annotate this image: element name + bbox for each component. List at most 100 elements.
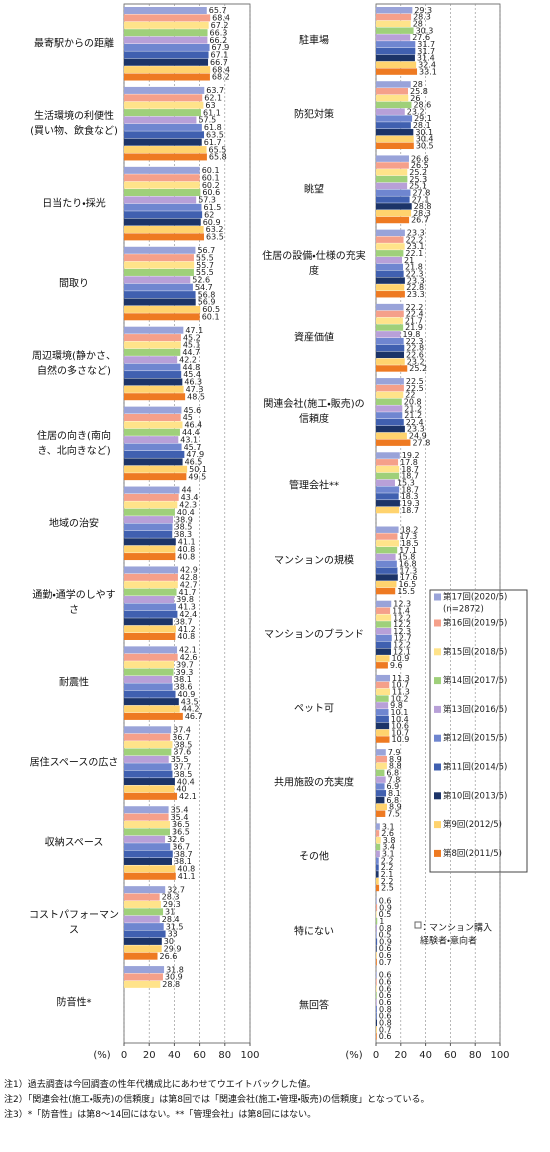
bar — [376, 823, 380, 830]
category-label: 防音性* — [56, 997, 92, 1009]
bar — [124, 835, 166, 843]
bar — [124, 508, 175, 516]
bar — [124, 646, 178, 654]
value-label: 61.8 — [204, 123, 222, 132]
value-label: 28.3 — [413, 13, 431, 22]
bar — [124, 625, 176, 633]
value-label: 10.9 — [392, 654, 410, 663]
bar — [124, 138, 202, 146]
value-label: 8.1 — [388, 789, 401, 798]
bar — [376, 425, 405, 433]
value-label: 27.8 — [412, 438, 430, 447]
bar — [124, 516, 174, 524]
value-label: 57.3 — [198, 196, 216, 205]
bar — [376, 769, 385, 777]
bar — [376, 796, 385, 804]
bar — [376, 20, 411, 28]
bar — [124, 473, 187, 481]
value-label: 55.7 — [196, 261, 214, 270]
x-tick-label: 0 — [121, 1050, 127, 1061]
bar — [124, 683, 173, 691]
value-label: 45 — [183, 413, 193, 422]
value-label: 67.2 — [211, 21, 229, 30]
value-label: 61.5 — [203, 203, 221, 212]
value-label: 61.7 — [204, 138, 222, 147]
bar — [124, 675, 173, 683]
value-label: 8.9 — [389, 803, 402, 812]
bar — [124, 523, 173, 531]
value-label: 0.6 — [379, 951, 392, 960]
bar — [124, 406, 182, 414]
value-label: 0.6 — [379, 978, 392, 987]
value-label: 12.2 — [393, 641, 411, 650]
legend-label: 第17回(2020/5) — [443, 592, 507, 603]
value-label: 41.3 — [178, 603, 196, 612]
bar — [376, 850, 380, 858]
value-label: 18.7 — [401, 465, 419, 474]
bar — [376, 688, 391, 695]
bar — [376, 918, 378, 925]
value-label: 65.8 — [209, 153, 227, 162]
value-label: 23.2 — [407, 357, 425, 366]
category-label: 収納スペース — [44, 837, 104, 849]
value-label: 10.9 — [392, 735, 410, 744]
value-label: 12.3 — [393, 600, 411, 609]
bar — [124, 952, 158, 960]
value-label: 16.8 — [399, 560, 417, 569]
bar — [376, 108, 405, 115]
bar — [376, 115, 413, 122]
bar — [124, 668, 174, 676]
value-label: 18.7 — [401, 472, 419, 481]
value-label: 22.1 — [405, 249, 423, 258]
legend-swatch — [434, 734, 441, 742]
value-label: 37.6 — [173, 748, 191, 757]
bar — [124, 915, 160, 923]
bar — [124, 43, 210, 51]
bar — [376, 628, 392, 635]
value-label: 60.1 — [202, 312, 220, 321]
bar — [124, 326, 184, 334]
bar — [376, 985, 377, 992]
bar — [376, 378, 404, 385]
legend-swatch — [434, 648, 441, 656]
bar — [124, 393, 186, 401]
value-label: 17.3 — [399, 532, 417, 541]
bar — [124, 603, 177, 611]
bar — [376, 13, 412, 21]
value-label: 41.7 — [179, 588, 197, 597]
x-tick-label: 60 — [193, 1050, 206, 1061]
bar — [376, 41, 416, 48]
annotation-icon — [414, 921, 422, 929]
value-label: 33.1 — [419, 67, 437, 76]
value-label: 23.2 — [407, 107, 425, 116]
value-label: 26.5 — [411, 161, 429, 170]
bar — [376, 196, 410, 203]
bar — [124, 341, 181, 349]
bar — [376, 135, 414, 143]
value-label: 18.3 — [401, 492, 419, 501]
value-label: 12.2 — [393, 613, 411, 622]
value-label: 0.6 — [379, 971, 392, 980]
value-label: 66.3 — [210, 28, 228, 37]
bar — [376, 553, 396, 561]
bar — [124, 945, 162, 953]
category-label: 住居の設備・仕様の充実度 — [262, 250, 366, 277]
bar — [376, 783, 385, 790]
x-tick-label: 100 — [490, 1050, 509, 1061]
category-label: 共用施設の充実度 — [274, 777, 354, 789]
bar — [376, 500, 400, 507]
bar — [376, 581, 397, 588]
bar — [376, 101, 412, 109]
value-label: 63 — [205, 101, 215, 110]
legend-label: 第14回(2017/5) — [443, 675, 507, 686]
value-label: 15.5 — [397, 587, 415, 596]
value-label: 66.2 — [209, 36, 227, 45]
bar — [376, 310, 404, 318]
value-label: 68.4 — [212, 65, 230, 74]
value-label: 3.8 — [383, 836, 396, 845]
bar — [376, 277, 405, 284]
value-label: 32.7 — [167, 885, 185, 894]
bar — [124, 872, 176, 880]
legend-label: 第12回(2015/5) — [443, 733, 507, 744]
bar — [124, 356, 178, 364]
